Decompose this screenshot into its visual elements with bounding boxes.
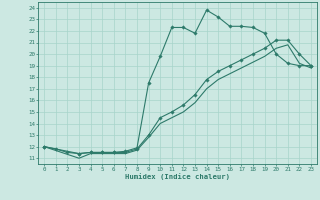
X-axis label: Humidex (Indice chaleur): Humidex (Indice chaleur)	[125, 173, 230, 180]
